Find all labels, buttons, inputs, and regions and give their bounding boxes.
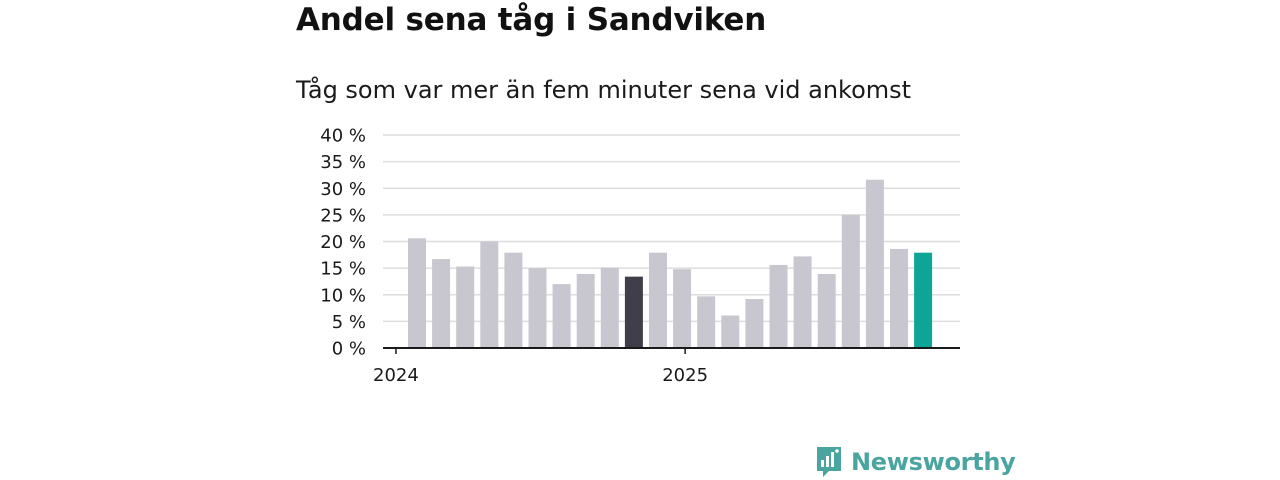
bar (673, 269, 692, 348)
y-tick-label: 40 % (320, 126, 366, 147)
bar (793, 256, 812, 348)
bar (480, 241, 499, 348)
bar (528, 268, 547, 348)
y-tick-label: 25 % (320, 205, 366, 226)
y-tick-label: 35 % (320, 152, 366, 173)
x-axis (383, 347, 960, 354)
bar (841, 214, 860, 348)
y-axis-tick-labels: 0 % 5 % 10 % 15 % 20 % 25 % 30 % 35 % 40 % (320, 126, 366, 360)
bar (769, 264, 788, 348)
bar-latest (914, 252, 933, 348)
bar (865, 179, 884, 348)
bar (504, 252, 523, 348)
brand-name: Newsworthy (851, 448, 1016, 476)
newsworthy-logo-icon (817, 447, 841, 477)
bar (600, 267, 619, 348)
bar (576, 273, 595, 348)
bar (745, 299, 764, 348)
bar (697, 296, 716, 348)
x-tick-label: 2025 (662, 365, 708, 386)
bar-highlight-year-ago (624, 276, 643, 348)
bar (890, 248, 908, 348)
brand-logo: Newsworthy (815, 444, 1016, 480)
y-tick-label: 20 % (320, 232, 366, 253)
chart-title: Andel sena tåg i Sandviken (296, 2, 767, 38)
y-tick-label: 5 % (332, 312, 366, 333)
chart-subtitle: Tåg som var mer än fem minuter sena vid … (296, 76, 912, 104)
bar-chart: 0 %5 %10 %15 %20 %25 %30 %35 %40 % 2024 2… (320, 126, 960, 386)
y-tick-label: 30 % (320, 179, 366, 200)
y-tick-label: 0 % (332, 339, 366, 360)
bars (408, 179, 933, 348)
x-tick-label: 2024 (373, 365, 419, 386)
bar (432, 259, 451, 348)
bar (721, 315, 740, 348)
bar (408, 238, 426, 348)
grid-lines (383, 134, 960, 323)
x-axis-tick-labels: 2024 2025 (373, 365, 708, 386)
y-tick-label: 15 % (320, 259, 366, 280)
bar (649, 252, 667, 348)
bar (817, 273, 836, 348)
bar (456, 266, 475, 348)
bar (552, 284, 571, 348)
y-tick-label: 10 % (320, 285, 366, 306)
